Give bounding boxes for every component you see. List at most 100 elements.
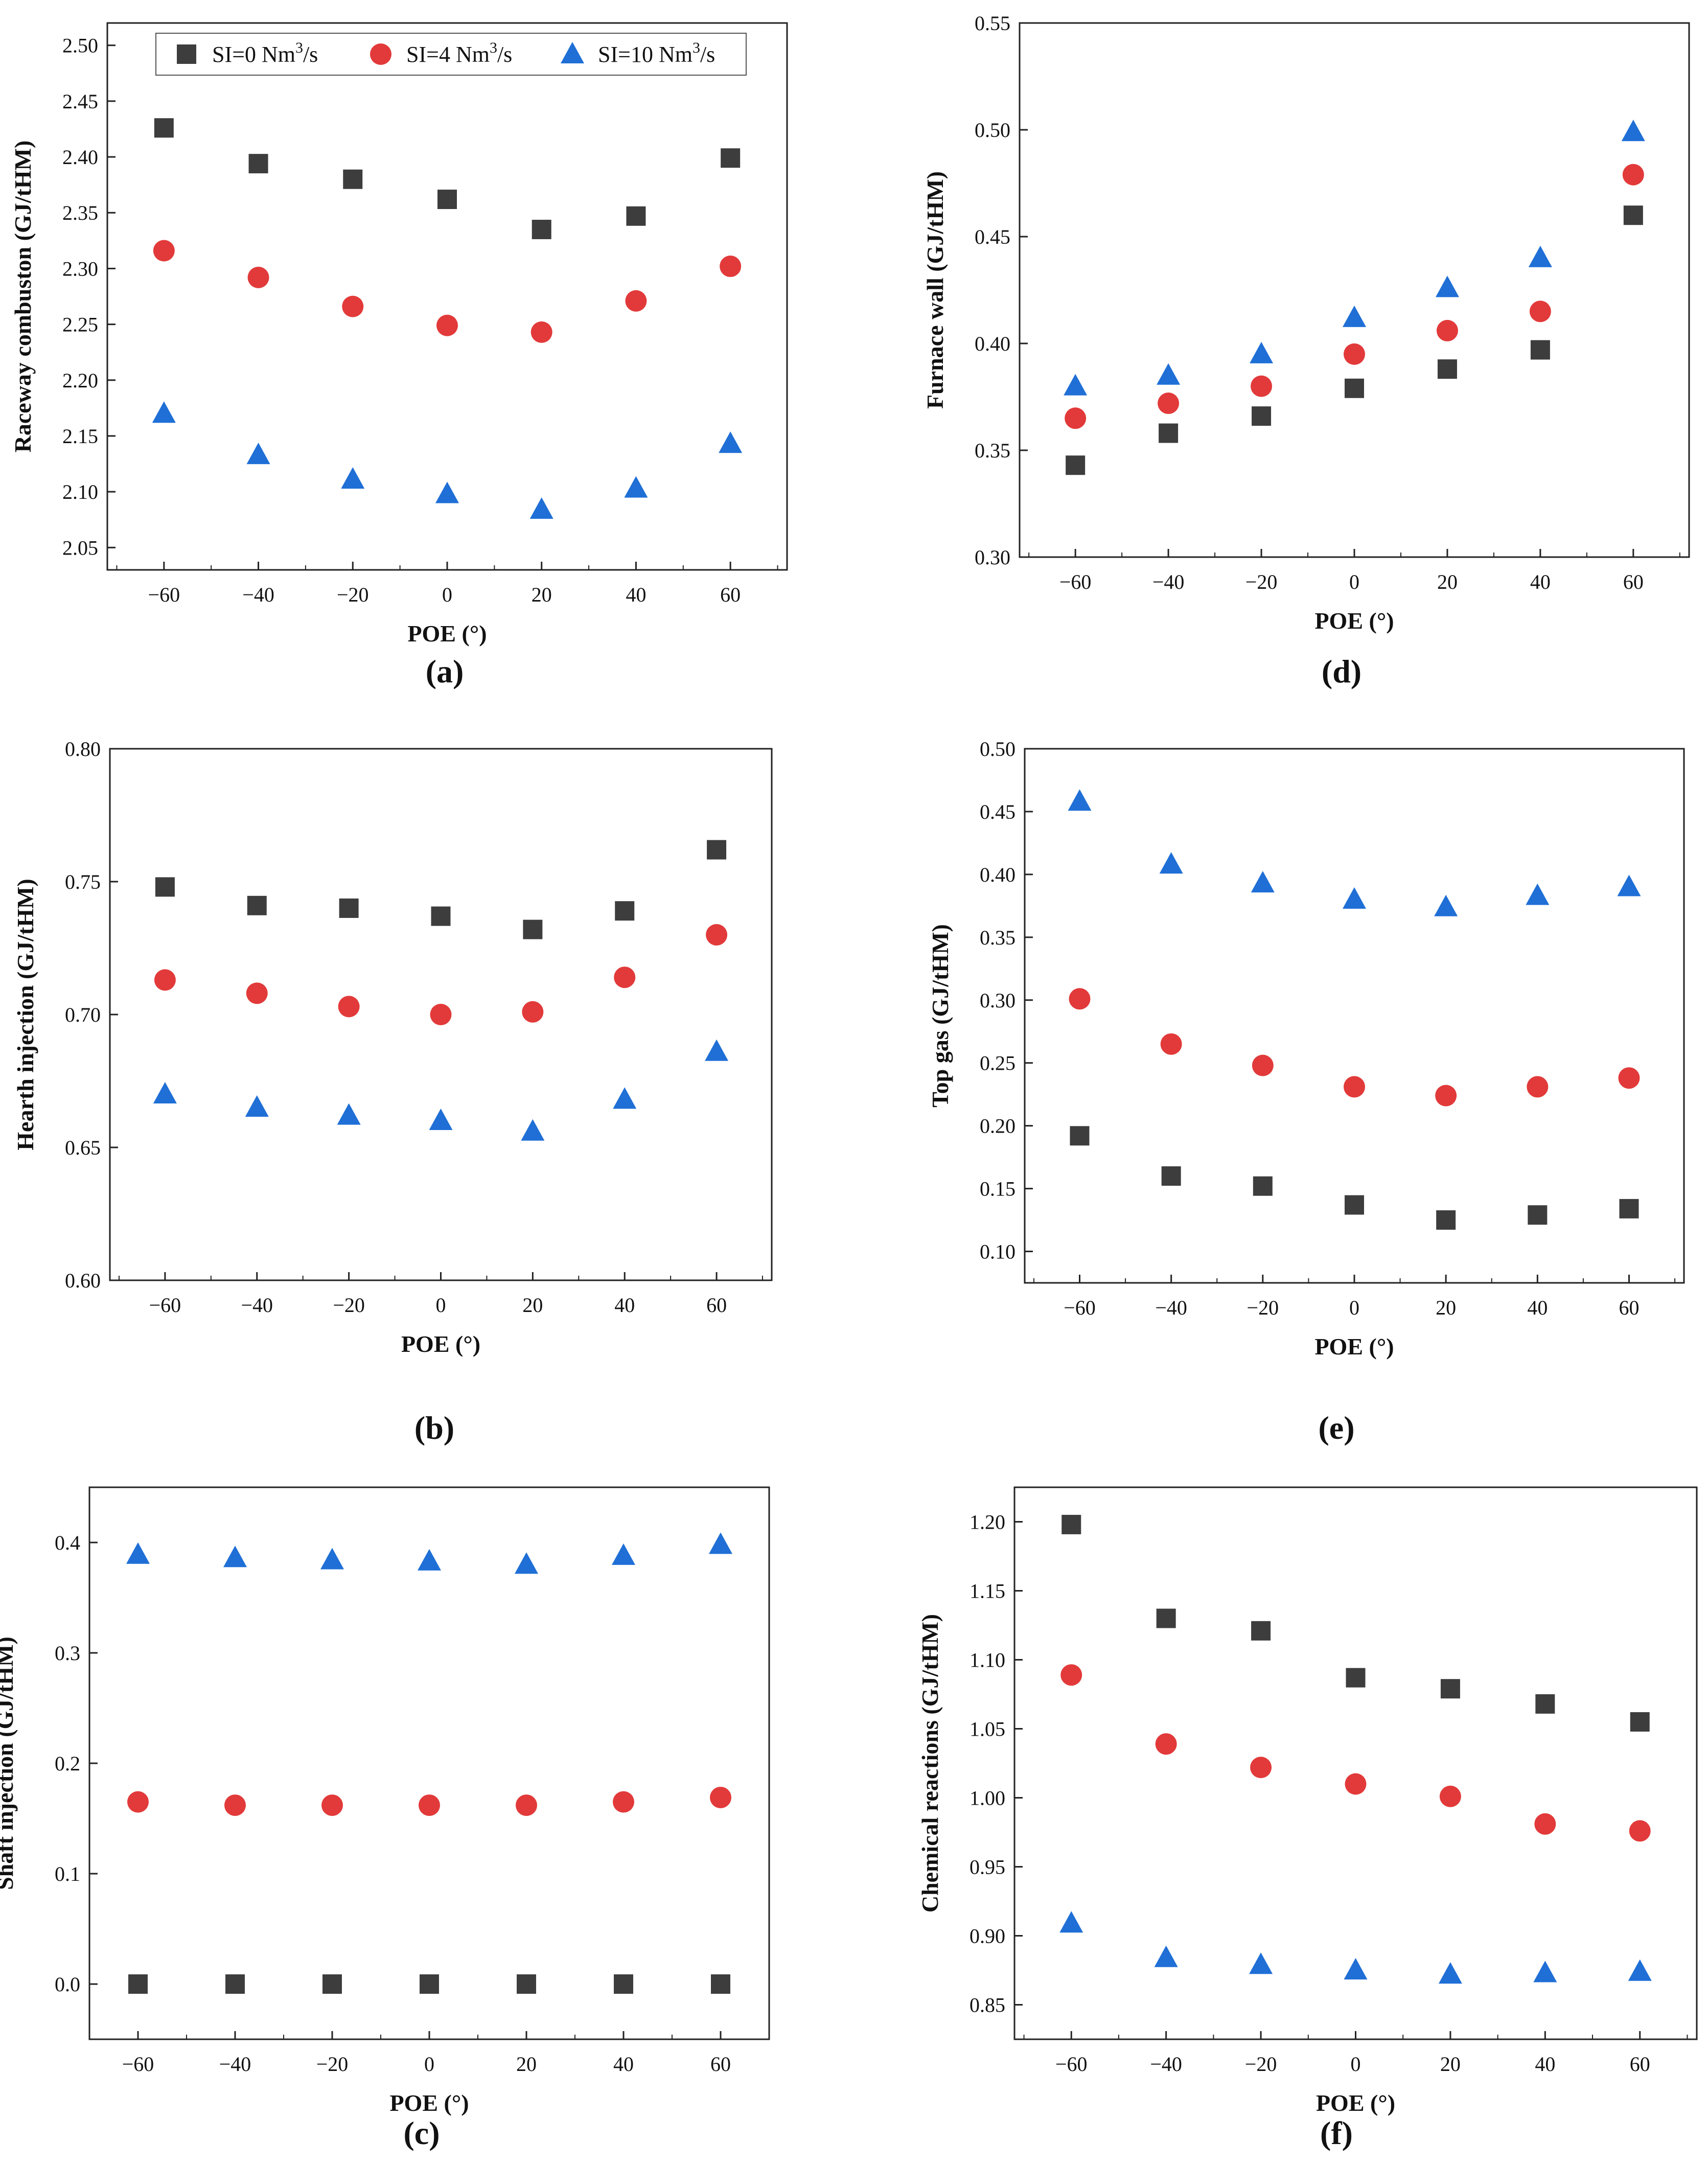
y-tick-label: 0.30 <box>975 546 1010 569</box>
x-tick-label: −40 <box>242 583 274 606</box>
data-point <box>517 1974 536 1994</box>
y-tick-label: 0.3 <box>55 1642 80 1665</box>
y-axis-label: Top gas (GJ/tHM) <box>927 924 953 1108</box>
data-point <box>127 1791 149 1813</box>
data-point <box>1437 359 1457 379</box>
y-tick-label: 1.05 <box>970 1718 1005 1741</box>
y-tick-label: 0.90 <box>970 1925 1005 1948</box>
data-point <box>709 1532 732 1554</box>
data-point <box>1157 363 1181 385</box>
legend-box <box>155 33 747 76</box>
y-tick-label: 2.20 <box>62 369 98 392</box>
x-tick-label: 0 <box>442 583 452 606</box>
data-point <box>1621 120 1645 142</box>
plot-frame <box>1019 22 1690 558</box>
chart-panel-c: 0.0 0.1 0.2 0.3 0.4 −60 −40 −20 0 20 40 60 POE (°) Sh… <box>0 1486 770 2151</box>
legend-entry-SI4: SI=4 Nm3/s <box>406 39 512 67</box>
series-SI0 <box>1070 1126 1639 1230</box>
legend: SI=0 Nm3/s SI=4 Nm3/s SI=10 Nm3/s <box>155 33 747 76</box>
data-point <box>1343 887 1366 909</box>
y-axis-label: Hearth injection (GJ/tHM) <box>12 879 38 1150</box>
y-tick-label: 0.50 <box>980 738 1015 761</box>
series-SI4 <box>1069 988 1640 1107</box>
data-point <box>152 401 176 423</box>
data-point <box>1630 1712 1650 1732</box>
data-point <box>1628 1959 1652 1981</box>
x-tick-label: 60 <box>1630 2053 1650 2076</box>
data-point <box>1059 1911 1083 1933</box>
series-SI0 <box>1061 1514 1650 1732</box>
data-point <box>430 1004 452 1025</box>
data-point <box>1436 319 1458 341</box>
chart-panel-b: 0.60 0.65 0.70 0.75 0.80 −60 −40 −20 0 20 40 60 POE … <box>12 738 773 1446</box>
data-point <box>721 148 741 168</box>
x-tick-label: 60 <box>1619 1296 1640 1319</box>
data-point <box>1534 1813 1556 1835</box>
y-tick-label: 1.20 <box>970 1511 1005 1534</box>
series-SI10 <box>152 401 743 519</box>
data-point <box>1251 1621 1271 1641</box>
data-point <box>1154 1945 1178 1967</box>
data-point <box>128 1974 148 1994</box>
y-tick-label: 2.45 <box>62 90 98 113</box>
data-point <box>1250 1757 1272 1779</box>
data-point <box>1249 1952 1273 1974</box>
data-point <box>1435 275 1459 297</box>
y-tick-label: 0.25 <box>980 1052 1015 1075</box>
series-SI10 <box>1064 120 1645 396</box>
chart-panel-a: 2.05 2.10 2.15 2.20 2.25 2.30 2.35 2.40 2.45 2.50… <box>10 22 788 689</box>
data-point <box>522 1001 544 1023</box>
data-point <box>337 1103 361 1125</box>
y-tick-label: 2.05 <box>62 536 98 559</box>
data-point <box>1530 340 1550 360</box>
data-point <box>247 895 267 915</box>
data-point <box>1439 1785 1461 1807</box>
legend-marker-SI4 <box>370 43 391 65</box>
data-point <box>1346 1668 1366 1688</box>
data-point <box>342 295 364 317</box>
x-axis-label: POE (°) <box>389 2090 469 2116</box>
x-tick-label: 20 <box>532 583 552 606</box>
x-tick-label: −20 <box>333 1294 365 1317</box>
series-SI0 <box>154 118 741 239</box>
data-point <box>1533 1961 1557 1983</box>
y-tick-label: 2.40 <box>62 146 98 169</box>
data-point <box>1065 407 1087 429</box>
y-tick-label: 0.95 <box>970 1856 1005 1879</box>
x-tick-label: −20 <box>1247 1296 1279 1319</box>
data-point <box>710 1786 731 1808</box>
x-tick-label: −20 <box>337 583 369 606</box>
data-point <box>1344 1076 1365 1098</box>
data-point <box>705 1039 729 1061</box>
chart-panel-d: 0.30 0.35 0.40 0.45 0.50 0.55 −60 −40 −20 0 20 40 60… <box>922 12 1690 689</box>
y-tick-label: 0.45 <box>980 800 1015 823</box>
y-tick-label: 0.35 <box>980 926 1015 949</box>
panel-label: (d) <box>1322 653 1361 689</box>
y-tick-label: 1.10 <box>970 1649 1005 1672</box>
y-tick-label: 0.50 <box>975 119 1010 142</box>
x-tick-label: 60 <box>720 583 741 606</box>
data-point <box>1629 1820 1651 1842</box>
data-point <box>1159 423 1179 443</box>
data-point <box>1345 1773 1367 1795</box>
series-SI10 <box>153 1039 729 1141</box>
y-tick-label: 2.35 <box>62 201 98 224</box>
data-point <box>1156 1608 1176 1628</box>
data-point <box>225 1974 245 1994</box>
x-axis-label: POE (°) <box>407 620 487 647</box>
legend-entry-SI0: SI=0 Nm3/s <box>212 39 318 67</box>
series-SI0 <box>155 840 727 939</box>
data-point <box>420 1974 439 1994</box>
data-point <box>613 1087 637 1109</box>
data-point <box>1344 343 1365 365</box>
data-point <box>530 321 552 343</box>
data-point <box>515 1552 538 1574</box>
x-tick-label: 40 <box>613 2053 634 2076</box>
data-point <box>1069 988 1091 1010</box>
x-tick-label: 0 <box>436 1294 446 1317</box>
y-tick-label: 1.15 <box>970 1580 1005 1603</box>
data-point <box>437 190 457 210</box>
data-point <box>1528 245 1552 267</box>
data-point <box>516 1794 537 1816</box>
x-tick-label: 20 <box>1440 2053 1461 2076</box>
